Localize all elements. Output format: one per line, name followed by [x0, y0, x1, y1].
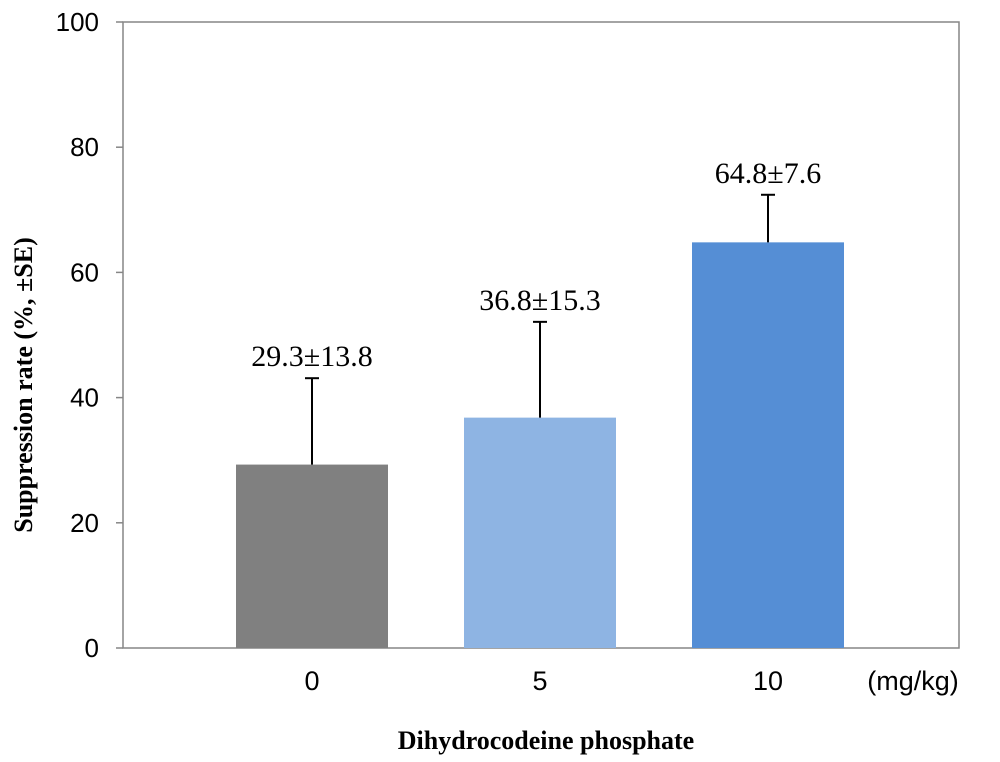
x-category-label: 5	[532, 666, 547, 696]
data-label-10: 64.8±7.6	[715, 157, 821, 190]
bar-5	[464, 417, 616, 648]
y-axis: 0 20 40 60 80 100	[56, 7, 123, 663]
x-category-label: 0	[304, 666, 319, 696]
data-labels: 29.3±13.8 36.8±15.3 64.8±7.6	[251, 157, 821, 373]
x-axis: 0 5 10	[304, 666, 783, 696]
bar-0	[236, 464, 388, 648]
y-tick-label: 100	[56, 7, 99, 37]
bars	[236, 242, 844, 649]
y-tick-label: 60	[70, 257, 99, 287]
y-axis-title: Suppression rate (%, ±SE)	[9, 237, 38, 533]
y-tick-label: 40	[70, 383, 99, 413]
error-bars	[305, 193, 775, 465]
data-label-0: 29.3±13.8	[251, 340, 372, 373]
y-tick-label: 20	[70, 508, 99, 538]
x-unit-label: (mg/kg)	[867, 666, 959, 696]
y-tick-label: 0	[85, 633, 99, 663]
data-label-5: 36.8±15.3	[479, 284, 600, 317]
x-category-label: 10	[753, 666, 783, 696]
bar-10	[692, 242, 844, 649]
x-axis-title: Dihydrocodeine phosphate	[398, 726, 694, 755]
y-tick-label: 80	[70, 132, 99, 162]
